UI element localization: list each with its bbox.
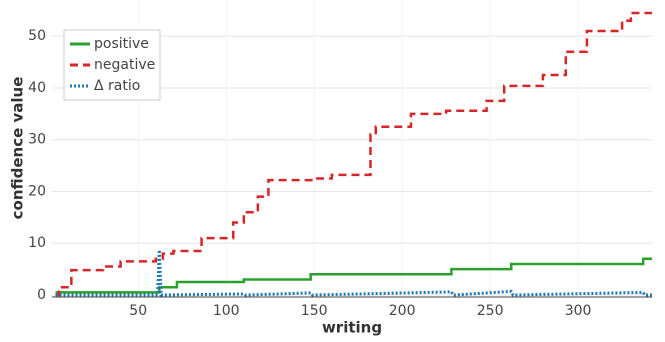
x-tick-label: 150: [301, 303, 328, 319]
y-tick-label: 10: [28, 235, 46, 251]
x-tick-label: 100: [213, 303, 240, 319]
x-tick-label: 300: [565, 303, 592, 319]
y-tick-label: 40: [28, 80, 46, 96]
legend-label: Δ ratio: [94, 78, 140, 94]
y-tick-label: 0: [37, 287, 46, 303]
series-line: [55, 249, 652, 297]
legend-label: positive: [94, 36, 149, 52]
x-tick-label: 200: [389, 303, 416, 319]
x-tick-label: 50: [129, 303, 147, 319]
x-tick-label: 250: [477, 303, 504, 319]
legend-label: negative: [94, 57, 155, 73]
y-axis-label: confidence value: [9, 77, 27, 220]
y-tick-label: 30: [28, 132, 46, 148]
y-tick-label: 20: [28, 183, 46, 199]
y-tick-label: 50: [28, 28, 46, 44]
series-line: [55, 257, 652, 294]
legend-box: [63, 29, 161, 101]
series-line: [55, 11, 652, 297]
x-axis-label: writing: [322, 319, 382, 337]
